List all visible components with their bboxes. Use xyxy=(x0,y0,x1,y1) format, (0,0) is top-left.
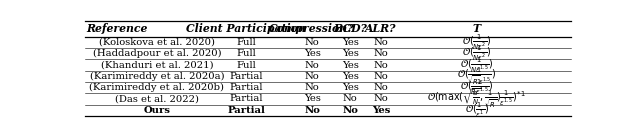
Text: No: No xyxy=(374,38,388,47)
Text: Full: Full xyxy=(236,61,256,69)
Text: (Das et al. 2022): (Das et al. 2022) xyxy=(115,94,199,103)
Text: Reference: Reference xyxy=(86,23,147,34)
Text: Partial: Partial xyxy=(229,83,263,92)
Text: Full: Full xyxy=(236,49,256,58)
Text: No: No xyxy=(374,49,388,58)
Text: BCD?: BCD? xyxy=(333,23,367,34)
Text: $\mathcal{O}(\frac{1}{N\epsilon^2})$: $\mathcal{O}(\frac{1}{N\epsilon^2})$ xyxy=(462,44,492,63)
Text: Client Participation: Client Participation xyxy=(186,23,306,34)
Text: (Karimireddy et al. 2020a): (Karimireddy et al. 2020a) xyxy=(90,72,224,81)
Text: Yes: Yes xyxy=(342,49,359,58)
Text: No: No xyxy=(374,94,388,103)
Text: $\mathcal{O}(\frac{1}{N\epsilon^2})$: $\mathcal{O}(\frac{1}{N\epsilon^2})$ xyxy=(462,33,492,52)
Text: No: No xyxy=(343,94,358,103)
Text: $\mathcal{O}(\frac{1}{\sqrt{R}\epsilon^{1.5}})$: $\mathcal{O}(\frac{1}{\sqrt{R}\epsilon^{… xyxy=(457,65,497,87)
Text: T: T xyxy=(473,23,481,34)
Text: $\mathcal{O}(\frac{1}{N\epsilon^{1.5}})$: $\mathcal{O}(\frac{1}{N\epsilon^{1.5}})$ xyxy=(460,55,493,75)
Text: No: No xyxy=(304,106,320,115)
Text: (Haddadpour et al. 2020): (Haddadpour et al. 2020) xyxy=(93,49,221,58)
Text: Partial: Partial xyxy=(227,106,265,115)
Text: ALR?: ALR? xyxy=(365,23,397,34)
Text: No: No xyxy=(305,83,319,92)
Text: Ours: Ours xyxy=(143,106,170,115)
Text: Yes: Yes xyxy=(342,61,359,69)
Text: No: No xyxy=(374,72,388,81)
Text: $\mathcal{O}(\frac{1}{R\epsilon^{1.5}})$: $\mathcal{O}(\frac{1}{R\epsilon^{1.5}})$ xyxy=(460,78,493,97)
Text: Yes: Yes xyxy=(342,72,359,81)
Text: $\mathcal{O}(\max(\sqrt{\frac{\alpha}{N}}, \frac{1}{\sqrt{R}})\frac{1}{\epsilon^: $\mathcal{O}(\max(\sqrt{\frac{\alpha}{N}… xyxy=(428,87,526,111)
Text: Yes: Yes xyxy=(304,49,321,58)
Text: Yes: Yes xyxy=(304,94,321,103)
Text: Partial: Partial xyxy=(229,94,263,103)
Text: No: No xyxy=(374,61,388,69)
Text: No: No xyxy=(374,83,388,92)
Text: Yes: Yes xyxy=(342,83,359,92)
Text: Full: Full xyxy=(236,38,256,47)
Text: Compression?: Compression? xyxy=(269,23,355,34)
Text: Yes: Yes xyxy=(372,106,390,115)
Text: Yes: Yes xyxy=(342,38,359,47)
Text: (Karimireddy et al. 2020b): (Karimireddy et al. 2020b) xyxy=(90,83,225,92)
Text: No: No xyxy=(342,106,358,115)
Text: (Koloskova et al. 2020): (Koloskova et al. 2020) xyxy=(99,38,215,47)
Text: No: No xyxy=(305,72,319,81)
Text: No: No xyxy=(305,38,319,47)
Text: $\mathcal{O}(\frac{1}{\epsilon^1})$: $\mathcal{O}(\frac{1}{\epsilon^1})$ xyxy=(465,101,489,120)
Text: (Khanduri et al. 2021): (Khanduri et al. 2021) xyxy=(100,61,213,69)
Text: Partial: Partial xyxy=(229,72,263,81)
Text: No: No xyxy=(305,61,319,69)
